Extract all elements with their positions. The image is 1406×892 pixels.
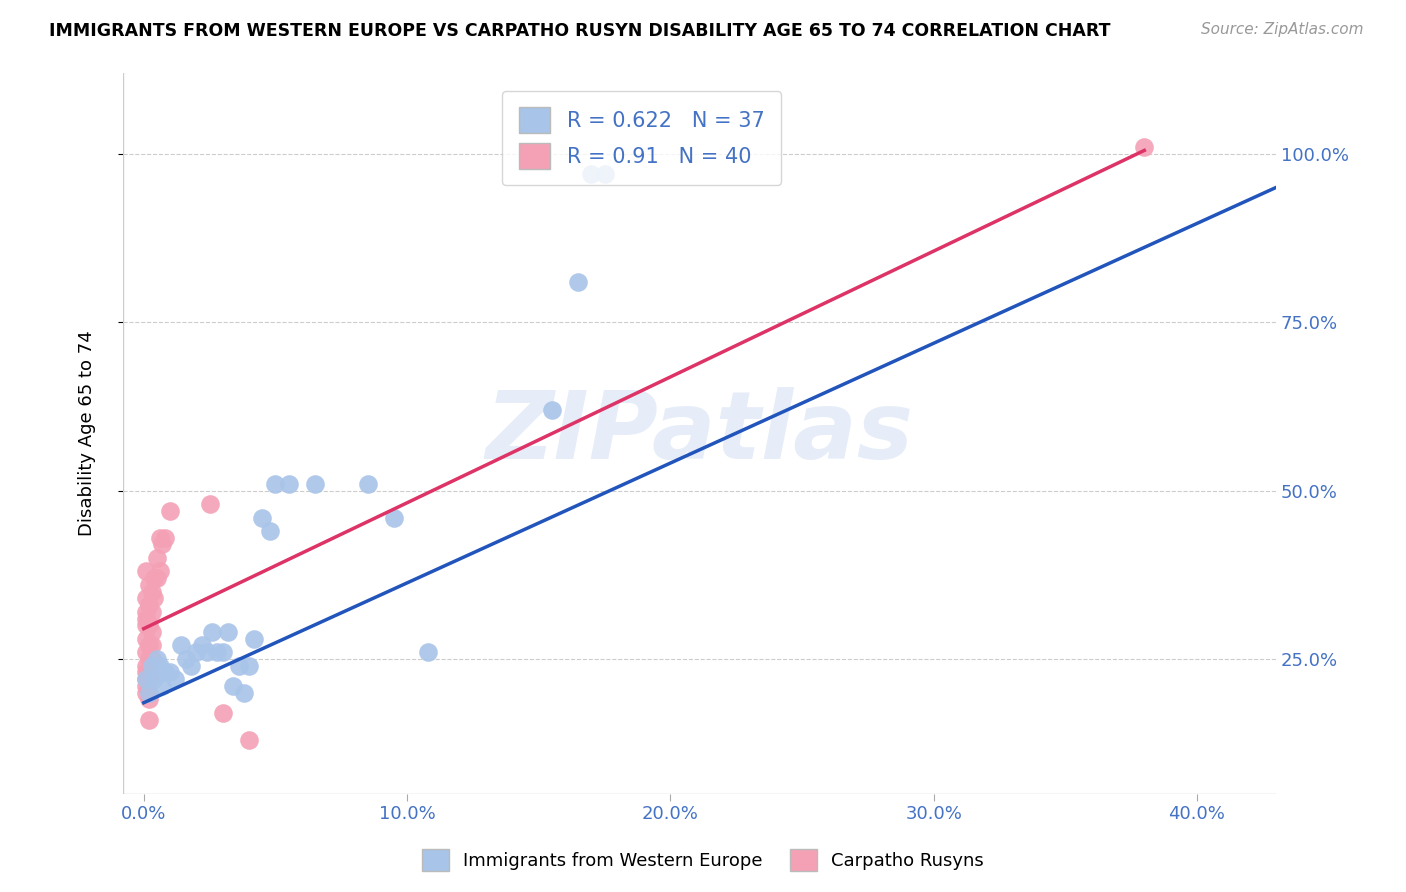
Point: [135, 591, 157, 606]
Point: [259, 524, 281, 538]
Text: Source: ZipAtlas.com: Source: ZipAtlas.com: [1201, 22, 1364, 37]
Point: [356, 476, 378, 491]
Point: [211, 706, 233, 720]
Point: [238, 658, 260, 673]
Point: [138, 686, 160, 700]
Y-axis label: Disability Age 65 to 74: Disability Age 65 to 74: [79, 330, 96, 536]
Point: [217, 625, 239, 640]
Point: [567, 275, 589, 289]
Point: [159, 665, 181, 680]
Point: [198, 497, 221, 511]
Point: [138, 618, 160, 632]
Point: [207, 645, 229, 659]
Point: [141, 584, 163, 599]
Point: [201, 625, 224, 640]
Point: [243, 632, 266, 646]
Point: [146, 652, 169, 666]
Point: [135, 658, 157, 673]
Point: [169, 639, 191, 653]
Point: [148, 531, 170, 545]
Point: [541, 402, 564, 417]
Point: [135, 672, 157, 686]
Point: [174, 652, 197, 666]
Point: [153, 531, 176, 545]
Point: [135, 632, 157, 646]
Point: [138, 578, 160, 592]
Point: [135, 645, 157, 659]
Legend: R = 0.622   N = 37, R = 0.91   N = 40: R = 0.622 N = 37, R = 0.91 N = 40: [502, 91, 782, 186]
Point: [382, 510, 405, 524]
Point: [138, 665, 160, 680]
Point: [593, 167, 616, 181]
Point: [232, 686, 254, 700]
Point: [277, 476, 299, 491]
Point: [190, 639, 212, 653]
Point: [180, 658, 202, 673]
Point: [135, 672, 157, 686]
Point: [148, 565, 170, 579]
Point: [138, 713, 160, 727]
Point: [143, 571, 166, 585]
Point: [159, 504, 181, 518]
Text: IMMIGRANTS FROM WESTERN EUROPE VS CARPATHO RUSYN DISABILITY AGE 65 TO 74 CORRELA: IMMIGRANTS FROM WESTERN EUROPE VS CARPAT…: [49, 22, 1111, 40]
Point: [581, 167, 603, 181]
Point: [135, 605, 157, 619]
Point: [186, 645, 208, 659]
Point: [138, 672, 160, 686]
Point: [138, 639, 160, 653]
Text: ZIPatlas: ZIPatlas: [485, 387, 914, 479]
Point: [141, 639, 163, 653]
Point: [141, 625, 163, 640]
Point: [141, 605, 163, 619]
Point: [135, 679, 157, 693]
Point: [141, 652, 163, 666]
Point: [143, 591, 166, 606]
Point: [416, 645, 439, 659]
Point: [165, 672, 187, 686]
Point: [264, 476, 287, 491]
Point: [135, 611, 157, 625]
Point: [153, 665, 176, 680]
Point: [250, 510, 273, 524]
Point: [222, 679, 245, 693]
Point: [138, 598, 160, 612]
Point: [1133, 140, 1156, 154]
Point: [135, 665, 157, 680]
Point: [141, 658, 163, 673]
Legend: Immigrants from Western Europe, Carpatho Rusyns: Immigrants from Western Europe, Carpatho…: [415, 842, 991, 879]
Point: [138, 652, 160, 666]
Point: [195, 645, 218, 659]
Point: [238, 732, 260, 747]
Point: [146, 550, 169, 565]
Point: [148, 658, 170, 673]
Point: [304, 476, 326, 491]
Point: [143, 672, 166, 686]
Point: [135, 565, 157, 579]
Point: [138, 686, 160, 700]
Point: [150, 679, 173, 693]
Point: [228, 658, 250, 673]
Point: [146, 571, 169, 585]
Point: [211, 645, 233, 659]
Point: [135, 618, 157, 632]
Point: [138, 692, 160, 706]
Point: [150, 537, 173, 551]
Point: [135, 686, 157, 700]
